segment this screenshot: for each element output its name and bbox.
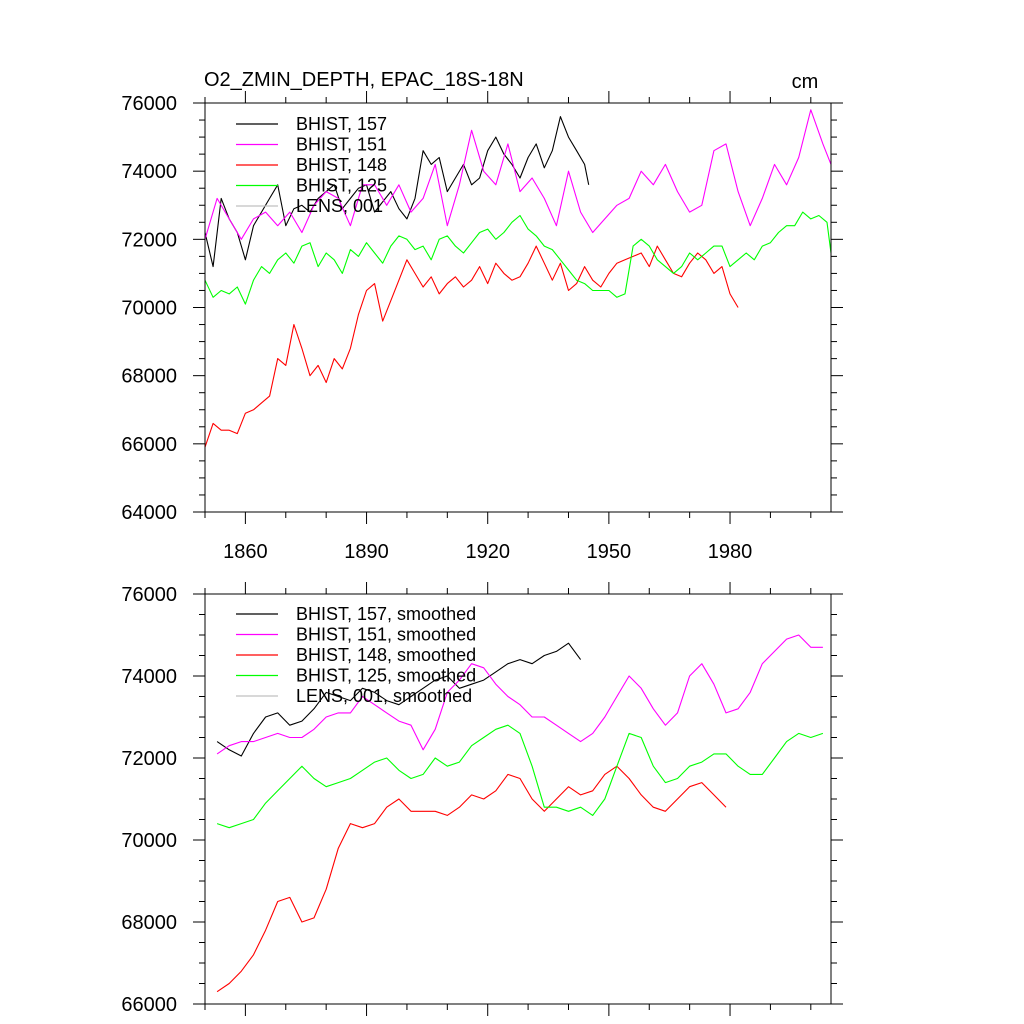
series-line-bhist-157	[204, 116, 590, 268]
y-tick-label: 76000	[121, 93, 177, 115]
y-tick-label: 66000	[121, 994, 177, 1016]
y-tick-label: 68000	[121, 366, 177, 388]
legend-label-bhist-151: BHIST, 151	[296, 135, 387, 155]
y-tick-label: 74000	[121, 666, 177, 688]
legend-label-bhist-151-smoothed: BHIST, 151, smoothed	[296, 625, 476, 645]
x-tick-label: 1950	[587, 541, 632, 563]
y-tick-label: 66000	[121, 434, 177, 456]
y-tick-label: 76000	[121, 584, 177, 606]
series-line-bhist-125	[204, 211, 832, 305]
legend-label-lens-001-smoothed: LENS, 001, smoothed	[296, 686, 472, 706]
units-label: cm	[792, 71, 819, 93]
legend-label-bhist-148: BHIST, 148	[296, 155, 387, 175]
top-series-lines	[204, 109, 832, 448]
legend-label-bhist-157: BHIST, 157	[296, 114, 387, 134]
y-tick-label: 72000	[121, 229, 177, 251]
x-tick-label: 1860	[223, 541, 268, 563]
x-tick-label: 1980	[708, 541, 753, 563]
top-y-tick-labels: 64000 66000 68000 70000 72000 74000 76000	[121, 93, 177, 524]
x-tick-label: 1920	[465, 541, 510, 563]
series-line-bhist-148	[204, 245, 739, 448]
x-tick-label: 1890	[344, 541, 389, 563]
series-line-bhist-151	[204, 109, 832, 240]
top-ticks	[193, 91, 843, 524]
bottom-series-lines	[216, 634, 824, 993]
legend-label-bhist-148-smoothed: BHIST, 148, smoothed	[296, 645, 476, 665]
bottom-panel: 66000 68000 70000 72000 74000 76000 BHIST, 15…	[121, 582, 843, 1016]
y-tick-label: 68000	[121, 912, 177, 934]
chart-title: O2_ZMIN_DEPTH, EPAC_18S-18N	[204, 69, 524, 91]
y-tick-label: 72000	[121, 748, 177, 770]
legend-label-bhist-157-smoothed: BHIST, 157, smoothed	[296, 604, 476, 624]
bottom-ticks	[193, 582, 843, 1016]
series-line-bhist-157-smoothed	[216, 642, 582, 757]
legend-label-bhist-125: BHIST, 125	[296, 176, 387, 196]
y-tick-label: 70000	[121, 830, 177, 852]
top-panel: O2_ZMIN_DEPTH, EPAC_18S-18N cm 64000 6600…	[121, 69, 843, 563]
series-line-bhist-148-smoothed	[216, 765, 727, 993]
top-x-tick-labels: 1860 1890 1920 1950 1980	[223, 541, 752, 563]
bottom-y-tick-labels: 66000 68000 70000 72000 74000 76000	[121, 584, 177, 1016]
y-tick-label: 64000	[121, 502, 177, 524]
top-plot-frame	[204, 102, 832, 513]
y-tick-label: 74000	[121, 161, 177, 183]
y-tick-label: 70000	[121, 298, 177, 320]
series-line-bhist-125-smoothed	[216, 724, 824, 829]
legend-label-lens-001: LENS, 001	[296, 196, 383, 216]
series-line-bhist-151-smoothed	[216, 634, 823, 755]
legend-label-bhist-125-smoothed: BHIST, 125, smoothed	[296, 666, 476, 686]
bottom-plot-frame	[204, 593, 832, 1005]
